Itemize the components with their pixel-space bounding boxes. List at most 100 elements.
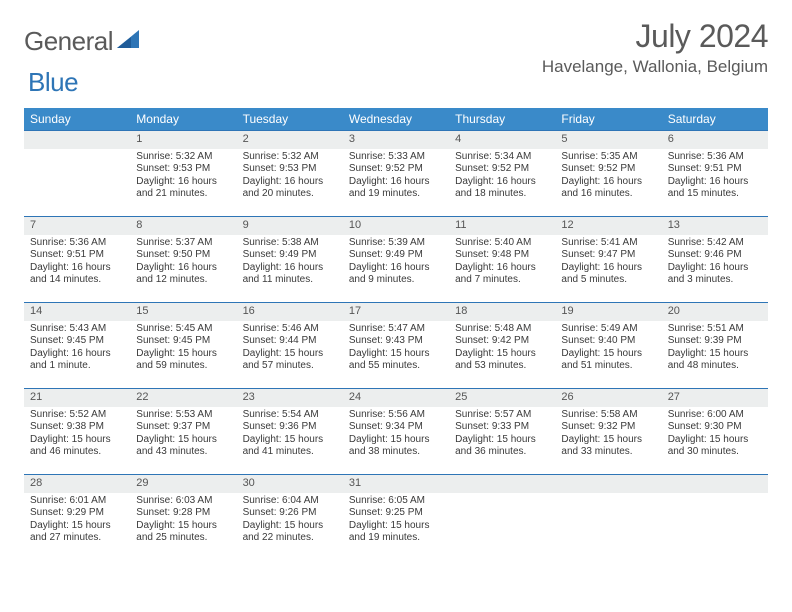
calendar-cell: 16Sunrise: 5:46 AMSunset: 9:44 PMDayligh… <box>237 302 343 388</box>
sunset-line: Sunset: 9:34 PM <box>349 421 443 434</box>
calendar-cell: 31Sunrise: 6:05 AMSunset: 9:25 PMDayligh… <box>343 474 449 560</box>
daylight-line: Daylight: 15 hours and 38 minutes. <box>349 434 443 459</box>
calendar-cell: 6Sunrise: 5:36 AMSunset: 9:51 PMDaylight… <box>662 130 768 216</box>
sunset-line: Sunset: 9:52 PM <box>349 163 443 176</box>
day-number-bar: 19 <box>555 302 661 321</box>
location: Havelange, Wallonia, Belgium <box>542 57 768 77</box>
calendar-cell: 21Sunrise: 5:52 AMSunset: 9:38 PMDayligh… <box>24 388 130 474</box>
calendar-cell: 20Sunrise: 5:51 AMSunset: 9:39 PMDayligh… <box>662 302 768 388</box>
sunrise-line: Sunrise: 6:05 AM <box>349 495 443 508</box>
weekday-header: Tuesday <box>237 108 343 130</box>
day-details: Sunrise: 5:57 AMSunset: 9:33 PMDaylight:… <box>449 407 555 463</box>
weekday-header: Monday <box>130 108 236 130</box>
day-details: Sunrise: 6:03 AMSunset: 9:28 PMDaylight:… <box>130 493 236 549</box>
brand-logo: General <box>24 18 141 57</box>
sunrise-line: Sunrise: 6:00 AM <box>668 409 762 422</box>
calendar-week-row: 1Sunrise: 5:32 AMSunset: 9:53 PMDaylight… <box>24 130 768 216</box>
day-number-bar: 11 <box>449 216 555 235</box>
sunrise-line: Sunrise: 5:34 AM <box>455 151 549 164</box>
sunset-line: Sunset: 9:45 PM <box>136 335 230 348</box>
calendar-cell: 29Sunrise: 6:03 AMSunset: 9:28 PMDayligh… <box>130 474 236 560</box>
calendar-cell: 14Sunrise: 5:43 AMSunset: 9:45 PMDayligh… <box>24 302 130 388</box>
calendar-cell: 17Sunrise: 5:47 AMSunset: 9:43 PMDayligh… <box>343 302 449 388</box>
sunset-line: Sunset: 9:42 PM <box>455 335 549 348</box>
day-details: Sunrise: 6:05 AMSunset: 9:25 PMDaylight:… <box>343 493 449 549</box>
sunset-line: Sunset: 9:44 PM <box>243 335 337 348</box>
day-details: Sunrise: 5:39 AMSunset: 9:49 PMDaylight:… <box>343 235 449 291</box>
calendar-cell: 19Sunrise: 5:49 AMSunset: 9:40 PMDayligh… <box>555 302 661 388</box>
daylight-line: Daylight: 16 hours and 7 minutes. <box>455 262 549 287</box>
day-number-bar: 17 <box>343 302 449 321</box>
daylight-line: Daylight: 15 hours and 59 minutes. <box>136 348 230 373</box>
calendar-cell: 5Sunrise: 5:35 AMSunset: 9:52 PMDaylight… <box>555 130 661 216</box>
day-details: Sunrise: 5:40 AMSunset: 9:48 PMDaylight:… <box>449 235 555 291</box>
daylight-line: Daylight: 16 hours and 16 minutes. <box>561 176 655 201</box>
daylight-line: Daylight: 16 hours and 5 minutes. <box>561 262 655 287</box>
day-number-bar: 3 <box>343 130 449 149</box>
day-details: Sunrise: 5:42 AMSunset: 9:46 PMDaylight:… <box>662 235 768 291</box>
calendar-cell: 12Sunrise: 5:41 AMSunset: 9:47 PMDayligh… <box>555 216 661 302</box>
sunset-line: Sunset: 9:38 PM <box>30 421 124 434</box>
sunrise-line: Sunrise: 5:36 AM <box>668 151 762 164</box>
day-number-bar: 10 <box>343 216 449 235</box>
day-details: Sunrise: 5:51 AMSunset: 9:39 PMDaylight:… <box>662 321 768 377</box>
sunrise-line: Sunrise: 5:56 AM <box>349 409 443 422</box>
day-details: Sunrise: 5:38 AMSunset: 9:49 PMDaylight:… <box>237 235 343 291</box>
day-number-bar: 13 <box>662 216 768 235</box>
sunrise-line: Sunrise: 5:53 AM <box>136 409 230 422</box>
sunset-line: Sunset: 9:32 PM <box>561 421 655 434</box>
day-number-bar: 15 <box>130 302 236 321</box>
sunset-line: Sunset: 9:47 PM <box>561 249 655 262</box>
calendar-cell: 18Sunrise: 5:48 AMSunset: 9:42 PMDayligh… <box>449 302 555 388</box>
sunrise-line: Sunrise: 5:54 AM <box>243 409 337 422</box>
calendar-cell: 15Sunrise: 5:45 AMSunset: 9:45 PMDayligh… <box>130 302 236 388</box>
daylight-line: Daylight: 15 hours and 46 minutes. <box>30 434 124 459</box>
day-details: Sunrise: 6:01 AMSunset: 9:29 PMDaylight:… <box>24 493 130 549</box>
sunset-line: Sunset: 9:36 PM <box>243 421 337 434</box>
sunrise-line: Sunrise: 6:03 AM <box>136 495 230 508</box>
weekday-header: Saturday <box>662 108 768 130</box>
daylight-line: Daylight: 16 hours and 14 minutes. <box>30 262 124 287</box>
daylight-line: Daylight: 15 hours and 25 minutes. <box>136 520 230 545</box>
daylight-line: Daylight: 15 hours and 27 minutes. <box>30 520 124 545</box>
calendar-cell: 1Sunrise: 5:32 AMSunset: 9:53 PMDaylight… <box>130 130 236 216</box>
sunset-line: Sunset: 9:46 PM <box>668 249 762 262</box>
sunrise-line: Sunrise: 5:32 AM <box>243 151 337 164</box>
day-details: Sunrise: 5:53 AMSunset: 9:37 PMDaylight:… <box>130 407 236 463</box>
daylight-line: Daylight: 16 hours and 19 minutes. <box>349 176 443 201</box>
calendar-cell: 10Sunrise: 5:39 AMSunset: 9:49 PMDayligh… <box>343 216 449 302</box>
calendar-cell: 22Sunrise: 5:53 AMSunset: 9:37 PMDayligh… <box>130 388 236 474</box>
brand-name-2: Blue <box>28 67 78 98</box>
daylight-line: Daylight: 16 hours and 20 minutes. <box>243 176 337 201</box>
day-number-bar: 25 <box>449 388 555 407</box>
calendar-cell: 2Sunrise: 5:32 AMSunset: 9:53 PMDaylight… <box>237 130 343 216</box>
daylight-line: Daylight: 15 hours and 30 minutes. <box>668 434 762 459</box>
sunset-line: Sunset: 9:52 PM <box>455 163 549 176</box>
day-details: Sunrise: 5:34 AMSunset: 9:52 PMDaylight:… <box>449 149 555 205</box>
month-title: July 2024 <box>542 18 768 55</box>
day-details: Sunrise: 6:04 AMSunset: 9:26 PMDaylight:… <box>237 493 343 549</box>
calendar-cell: 25Sunrise: 5:57 AMSunset: 9:33 PMDayligh… <box>449 388 555 474</box>
daylight-line: Daylight: 15 hours and 36 minutes. <box>455 434 549 459</box>
calendar-week-row: 21Sunrise: 5:52 AMSunset: 9:38 PMDayligh… <box>24 388 768 474</box>
daylight-line: Daylight: 16 hours and 15 minutes. <box>668 176 762 201</box>
daylight-line: Daylight: 16 hours and 21 minutes. <box>136 176 230 201</box>
sunrise-line: Sunrise: 5:46 AM <box>243 323 337 336</box>
sunset-line: Sunset: 9:29 PM <box>30 507 124 520</box>
sunrise-line: Sunrise: 5:51 AM <box>668 323 762 336</box>
day-details: Sunrise: 5:45 AMSunset: 9:45 PMDaylight:… <box>130 321 236 377</box>
calendar-cell: 9Sunrise: 5:38 AMSunset: 9:49 PMDaylight… <box>237 216 343 302</box>
day-number-bar: 30 <box>237 474 343 493</box>
sunrise-line: Sunrise: 5:48 AM <box>455 323 549 336</box>
day-number-bar: 29 <box>130 474 236 493</box>
calendar-cell: 8Sunrise: 5:37 AMSunset: 9:50 PMDaylight… <box>130 216 236 302</box>
day-details: Sunrise: 5:52 AMSunset: 9:38 PMDaylight:… <box>24 407 130 463</box>
calendar-cell <box>449 474 555 560</box>
sunrise-line: Sunrise: 6:01 AM <box>30 495 124 508</box>
day-details: Sunrise: 5:58 AMSunset: 9:32 PMDaylight:… <box>555 407 661 463</box>
day-details: Sunrise: 5:56 AMSunset: 9:34 PMDaylight:… <box>343 407 449 463</box>
calendar-cell <box>662 474 768 560</box>
day-details: Sunrise: 6:00 AMSunset: 9:30 PMDaylight:… <box>662 407 768 463</box>
daylight-line: Daylight: 15 hours and 57 minutes. <box>243 348 337 373</box>
sunrise-line: Sunrise: 5:47 AM <box>349 323 443 336</box>
